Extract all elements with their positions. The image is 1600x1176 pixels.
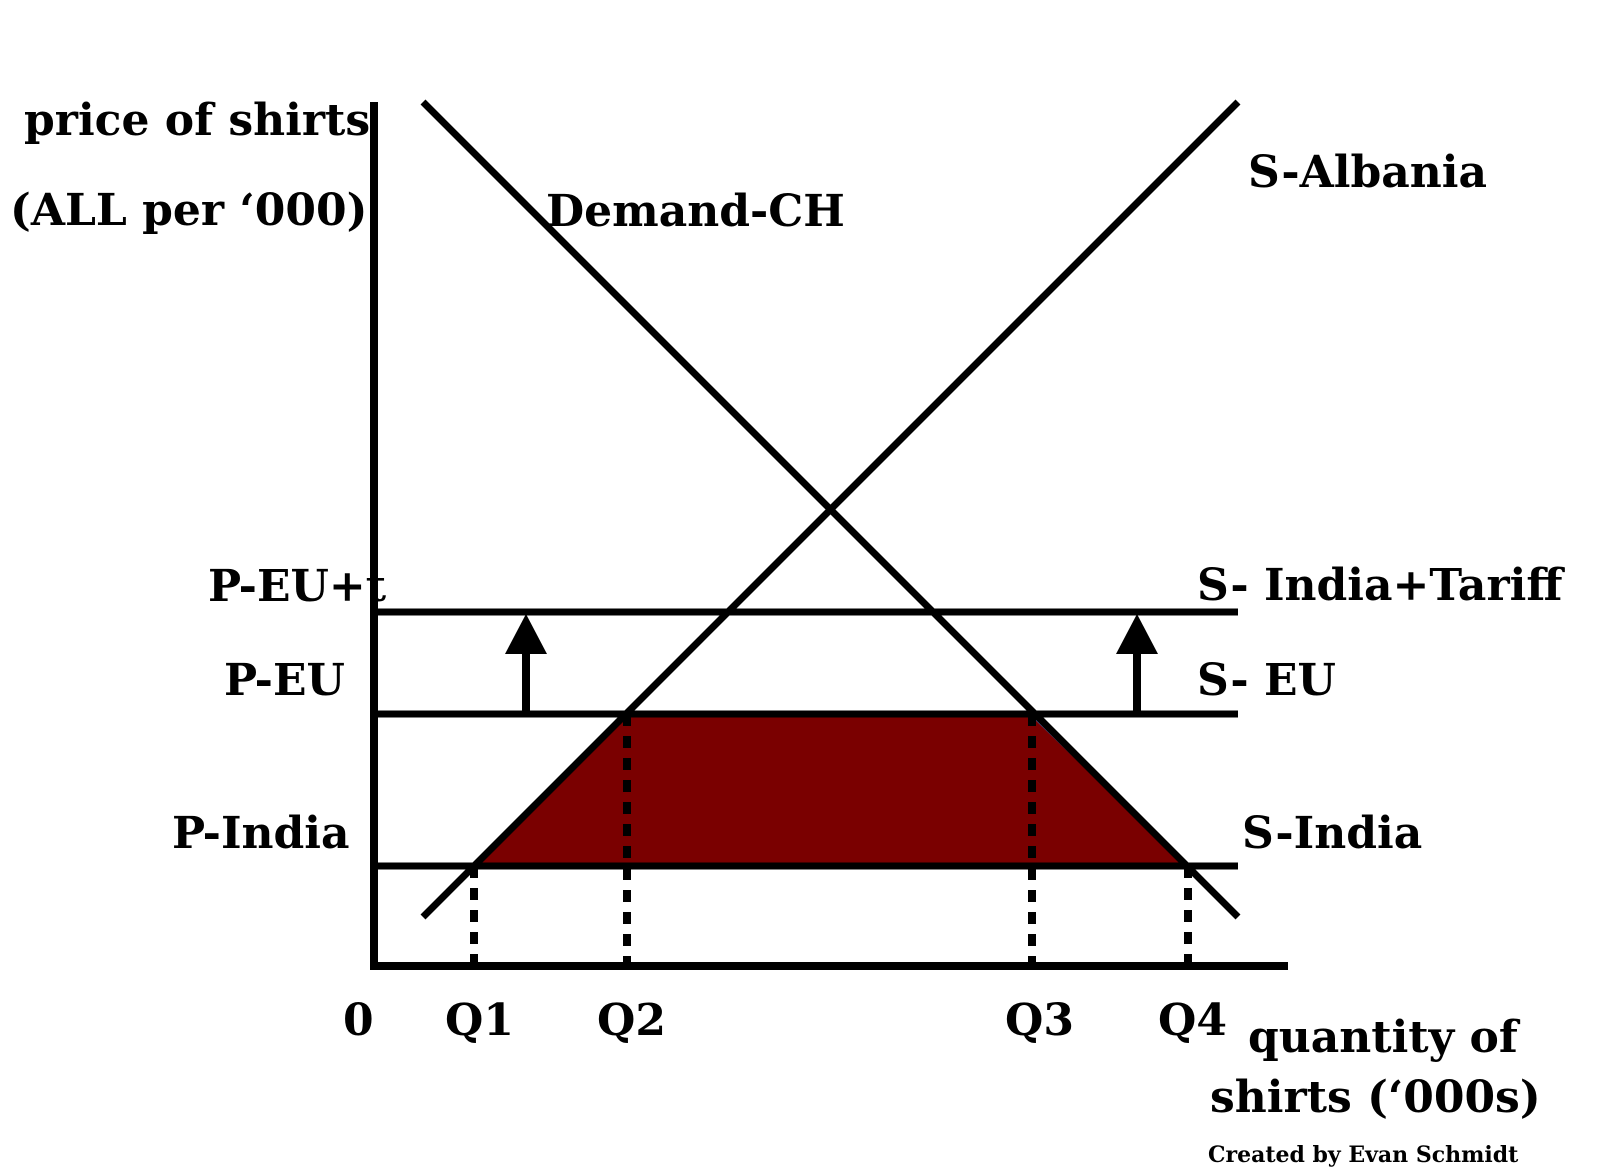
x-axis-label-line2: shirts (‘000s) — [1210, 1072, 1541, 1123]
arrow-up-icon — [1116, 614, 1158, 654]
demand-ch-label: Demand-CH — [546, 186, 845, 237]
q4-label: Q4 — [1158, 995, 1227, 1046]
dotted-guides — [470, 714, 1192, 966]
s-india-tariff-label: S- India+Tariff — [1197, 560, 1565, 611]
shaded-area — [469, 712, 1193, 868]
tariff-arrow-left — [505, 614, 547, 712]
origin-label: 0 — [343, 995, 374, 1046]
y-axis-label-line2: (ALL per ‘000) — [10, 185, 367, 236]
s-eu-label: S- EU — [1197, 655, 1336, 706]
tariff-arrow-right — [1116, 614, 1158, 712]
y-axis-label-line1: price of shirts — [24, 95, 370, 146]
credit-text: Created by Evan Schmidt — [1208, 1142, 1519, 1168]
s-india-label: S-India — [1242, 808, 1422, 859]
q2-label: Q2 — [597, 995, 666, 1046]
s-albania-curve — [420, 99, 1241, 920]
p-eu-label: P-EU — [224, 655, 345, 706]
p-eu-t-label: P-EU+t — [208, 561, 387, 612]
arrow-up-icon — [505, 614, 547, 654]
q3-label: Q3 — [1005, 995, 1074, 1046]
s-albania-label: S-Albania — [1248, 147, 1487, 198]
x-axis-label-line1: quantity of — [1248, 1012, 1521, 1063]
p-india-label: P-India — [172, 808, 350, 859]
q1-label: Q1 — [445, 995, 514, 1046]
